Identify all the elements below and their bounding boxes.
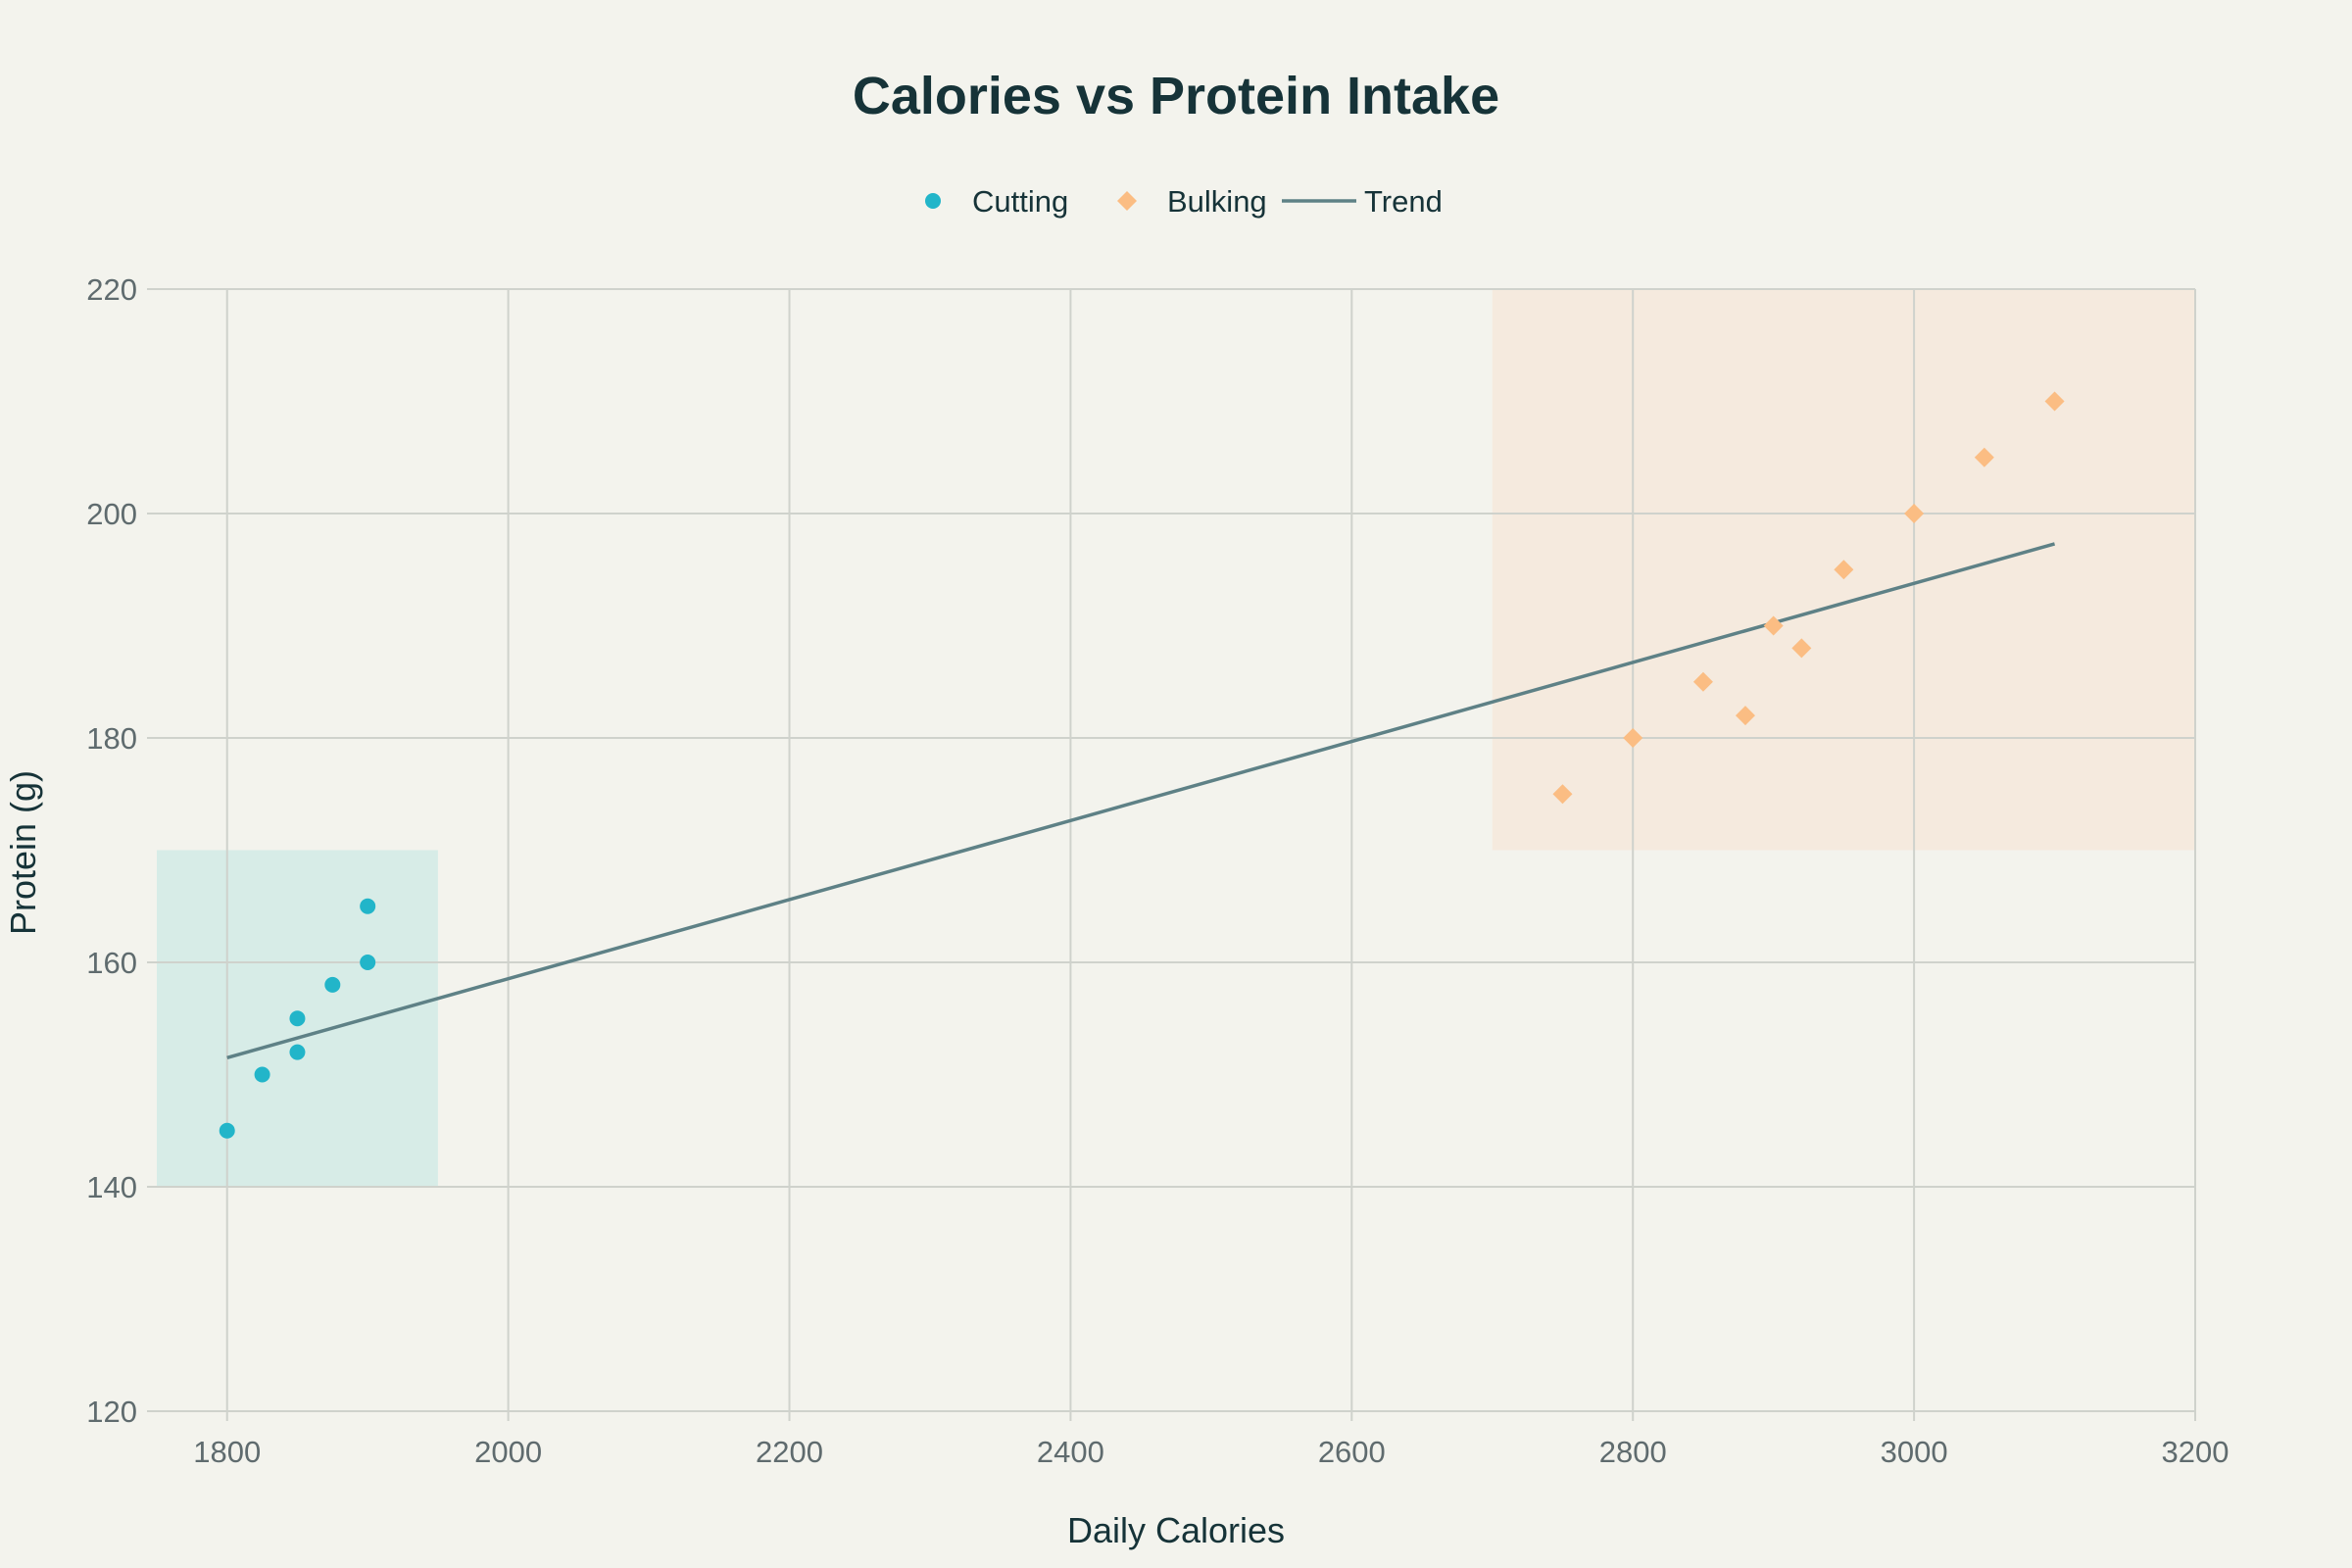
cutting-point xyxy=(360,898,376,914)
trend-legend-label: Trend xyxy=(1364,184,1443,219)
bulking-point xyxy=(1834,560,1854,580)
cutting-point xyxy=(289,1010,306,1027)
y-tick-label: 140 xyxy=(86,1170,137,1204)
x-tick-label: 2800 xyxy=(1599,1435,1667,1469)
cutting-legend-marker xyxy=(925,193,941,209)
cutting-point xyxy=(324,976,341,993)
trend-line xyxy=(226,542,2056,1060)
cutting-point xyxy=(360,955,376,970)
bulking-point xyxy=(1552,784,1573,805)
x-tick-label: 3200 xyxy=(2162,1435,2230,1469)
legend[interactable]: Cutting Bulking Trend xyxy=(925,184,1443,219)
y-tick-label: 180 xyxy=(86,721,137,756)
cutting-legend-label: Cutting xyxy=(972,184,1068,219)
x-tick-label: 2400 xyxy=(1037,1435,1104,1469)
x-tick-label: 2600 xyxy=(1318,1435,1386,1469)
y-tick-label: 120 xyxy=(86,1395,137,1429)
bulking-point xyxy=(1623,728,1643,748)
x-tick-label: 3000 xyxy=(1881,1435,1948,1469)
y-axis-label: Protein (g) xyxy=(3,770,43,935)
chart-title: Calories vs Protein Intake xyxy=(853,67,1499,125)
x-tick-label: 2000 xyxy=(474,1435,542,1469)
data-points xyxy=(219,391,2065,1139)
y-tick-label: 200 xyxy=(86,497,137,531)
bulking-point xyxy=(1763,615,1784,636)
cutting-point xyxy=(254,1066,270,1083)
bulking-point xyxy=(1791,638,1812,659)
gridlines xyxy=(147,288,2196,1421)
x-axis-label: Daily Calories xyxy=(1067,1510,1285,1550)
x-tick-label: 1800 xyxy=(193,1435,261,1469)
cutting-point xyxy=(289,1044,306,1060)
bulking-point xyxy=(1904,504,1925,523)
bulking-point xyxy=(1735,706,1755,726)
cutting-point xyxy=(219,1122,235,1139)
y-tick-label: 220 xyxy=(86,272,137,307)
bulking-point xyxy=(1974,447,1994,467)
bulking-legend-marker xyxy=(1117,191,1137,211)
trend-line-layer xyxy=(226,542,2056,1060)
y-tick-label: 160 xyxy=(86,946,137,980)
tick-labels: 1800 2000 2200 2400 2600 2800 3000 3200 120 140 16… xyxy=(86,272,2229,1469)
bulking-point xyxy=(2044,391,2065,412)
bulking-legend-label: Bulking xyxy=(1167,184,1267,219)
bulking-point xyxy=(1692,671,1713,692)
x-tick-label: 2200 xyxy=(756,1435,823,1469)
